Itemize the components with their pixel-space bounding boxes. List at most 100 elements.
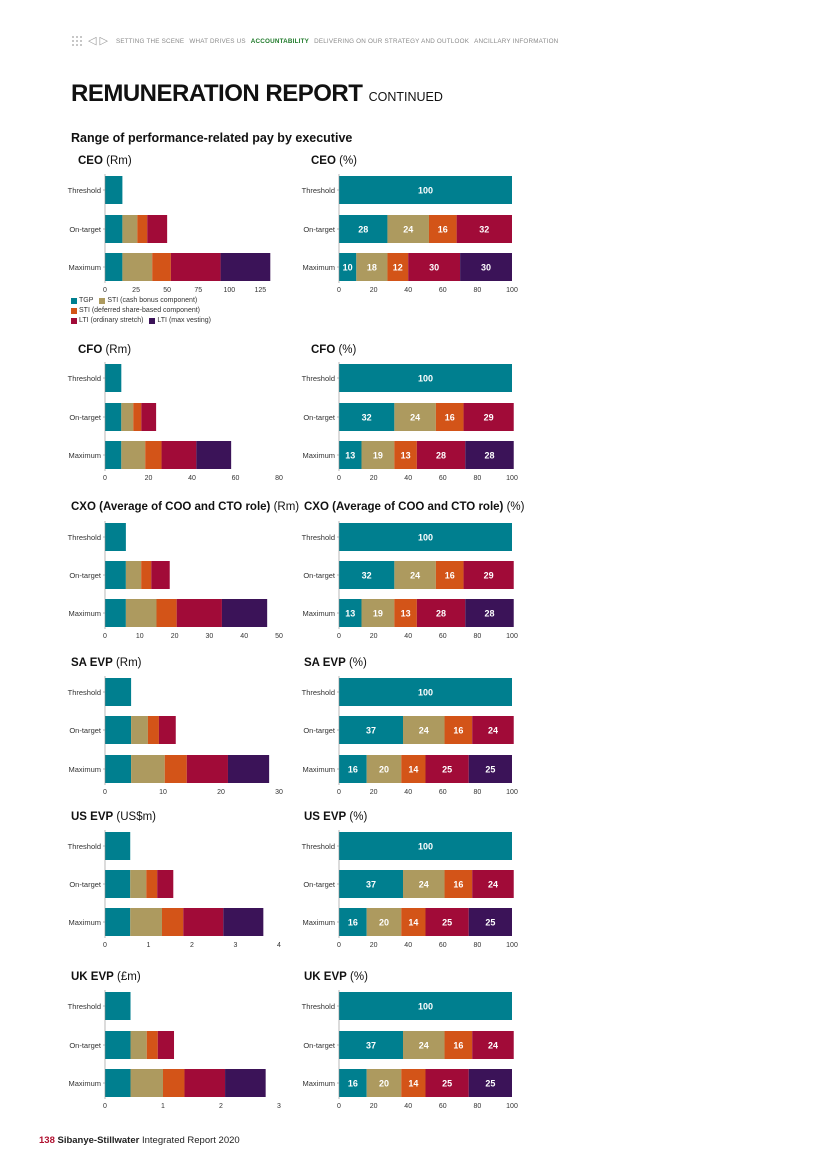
chart-title-main: CEO	[78, 155, 103, 167]
bar-on-target-sti-deferred-share-based-component	[147, 716, 159, 744]
bar-maximum-tgp	[339, 755, 367, 783]
x-tick-label: 80	[474, 633, 482, 640]
category-label-maximum: Maximum	[302, 451, 335, 460]
data-label: 100	[418, 688, 433, 698]
chart-title-unit: (£m)	[114, 971, 141, 983]
x-tick-label: 0	[337, 789, 341, 796]
cxo-average-of-coo-and-cto-role-percent-chart-title: CXO (Average of COO and CTO role) (%)	[304, 501, 525, 513]
bar-maximum-lti-ordinary-stretch	[184, 1069, 226, 1097]
legend-swatch	[149, 318, 156, 324]
x-tick-label: 20	[370, 475, 378, 482]
data-label: 30	[429, 263, 439, 273]
bar-maximum-tgp	[339, 599, 362, 627]
x-tick-label: 100	[506, 475, 518, 482]
previous-page-icon[interactable]: ◁	[88, 35, 97, 47]
bar-maximum-sti-deferred-share-based-component	[164, 755, 187, 783]
x-tick-label: 40	[404, 1103, 412, 1110]
cfo-percent-chart-title: CFO (%)	[311, 344, 357, 356]
legend-label: STI (cash bonus component)	[107, 297, 198, 304]
x-tick-label: 20	[217, 789, 225, 796]
bar-maximum-lti-max-vesting	[468, 1069, 512, 1097]
category-label-on-target: On-target	[303, 571, 336, 580]
bar-maximum-sti-deferred-share-based-component	[387, 253, 409, 281]
cxo-average-of-coo-and-cto-role-value-chart-title: CXO (Average of COO and CTO role) (Rm)	[71, 501, 299, 513]
nav-item-setting-the-scene[interactable]: SETTING THE SCENE	[115, 37, 185, 45]
bar-on-target-sti-cash-bonus-component	[394, 561, 436, 589]
bar-maximum-sti-deferred-share-based-component	[394, 599, 417, 627]
bar-on-target-lti-ordinary-stretch	[472, 870, 514, 898]
nav-item-what-drives-us[interactable]: WHAT DRIVES US	[189, 37, 246, 45]
data-label: 100	[418, 842, 433, 852]
bar-maximum-sti-cash-bonus-component	[366, 1069, 402, 1097]
data-label: 24	[403, 225, 413, 235]
x-tick-label: 0	[103, 1103, 107, 1110]
nav-item-delivering-strategy[interactable]: DELIVERING ON OUR STRATEGY AND OUTLOOK	[314, 37, 470, 45]
bar-maximum-tgp	[105, 599, 126, 627]
category-label-threshold: Threshold	[302, 533, 335, 542]
bar-on-target-tgp	[339, 561, 395, 589]
chart-title-main: SA EVP	[304, 657, 346, 669]
bar-on-target-tgp	[105, 215, 123, 243]
data-label: 32	[362, 571, 372, 581]
bar-maximum-tgp	[105, 755, 132, 783]
data-label: 28	[436, 609, 446, 619]
data-label: 37	[366, 1041, 376, 1051]
grid-menu-icon[interactable]	[71, 35, 83, 47]
chart-title-unit: (Rm)	[102, 344, 131, 356]
x-tick-label: 100	[223, 287, 235, 294]
category-label-threshold: Threshold	[302, 186, 335, 195]
bar-maximum-lti-ordinary-stretch	[425, 755, 469, 783]
bar-on-target-sti-cash-bonus-component	[394, 403, 436, 431]
bar-on-target-sti-cash-bonus-component	[121, 403, 134, 431]
data-label: 25	[485, 1079, 495, 1089]
category-label-on-target: On-target	[303, 413, 336, 422]
bar-maximum-lti-ordinary-stretch	[161, 441, 197, 469]
next-page-icon[interactable]: ▷	[99, 35, 108, 47]
data-label: 19	[373, 609, 383, 619]
bar-maximum-sti-deferred-share-based-component	[401, 1069, 426, 1097]
x-tick-label: 40	[404, 942, 412, 949]
legend-item-sti-deferred: STI (deferred share-based component)	[71, 306, 200, 316]
chart-title-unit: (Rm)	[103, 155, 132, 167]
data-label: 25	[442, 918, 452, 928]
bar-maximum-lti-max-vesting	[227, 755, 270, 783]
data-label: 24	[488, 880, 498, 890]
x-tick-label: 80	[474, 1103, 482, 1110]
category-label-maximum: Maximum	[68, 263, 101, 272]
top-navigation: ◁ ▷ SETTING THE SCENE WHAT DRIVES US ACC…	[71, 34, 558, 48]
bar-maximum-lti-max-vesting	[220, 253, 271, 281]
category-label-threshold: Threshold	[68, 533, 101, 542]
data-label: 100	[418, 374, 433, 384]
category-label-threshold: Threshold	[302, 688, 335, 697]
bar-on-target-tgp	[339, 215, 388, 243]
data-label: 16	[438, 225, 448, 235]
uk-evp-value-chart-title: UK EVP (£m)	[71, 971, 141, 983]
nav-item-accountability[interactable]: ACCOUNTABILITY	[250, 37, 310, 45]
chart-title-main: CXO (Average of COO and CTO role)	[304, 501, 504, 513]
bar-on-target-lti-ordinary-stretch	[472, 1031, 514, 1059]
x-tick-label: 100	[506, 1103, 518, 1110]
legend-swatch	[71, 308, 77, 314]
data-label: 100	[418, 533, 433, 543]
bar-maximum-lti-ordinary-stretch	[425, 1069, 469, 1097]
legend-label: LTI (max vesting)	[157, 317, 211, 324]
bar-on-target-sti-cash-bonus-component	[387, 215, 429, 243]
bar-on-target-lti-ordinary-stretch	[456, 215, 512, 243]
x-tick-label: 1	[147, 942, 151, 949]
data-label: 16	[348, 765, 358, 775]
x-tick-label: 60	[439, 287, 447, 294]
nav-item-ancillary-information[interactable]: ANCILLARY INFORMATION	[474, 37, 559, 45]
bar-maximum-tgp	[339, 908, 367, 936]
bar-on-target-tgp	[105, 403, 122, 431]
bar-on-target-lti-ordinary-stretch	[463, 561, 514, 589]
chart-title-unit: (%)	[336, 155, 357, 167]
x-tick-label: 20	[370, 942, 378, 949]
bar-threshold-tgp	[105, 832, 131, 860]
legend-item-tgp: TGP	[71, 296, 93, 306]
bar-maximum-tgp	[339, 1069, 367, 1097]
bar-maximum-sti-cash-bonus-component	[131, 755, 165, 783]
bar-maximum-lti-max-vesting	[460, 253, 512, 281]
category-label-on-target: On-target	[69, 571, 102, 580]
bar-maximum-sti-cash-bonus-component	[361, 441, 395, 469]
